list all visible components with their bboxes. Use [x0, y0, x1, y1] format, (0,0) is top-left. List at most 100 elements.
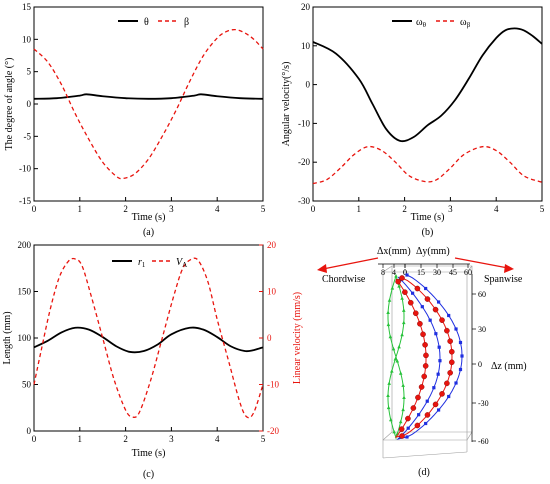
trajectory-green-marker — [387, 298, 392, 302]
trajectory-blue-marker — [417, 413, 421, 417]
trajectory-red-marker — [399, 275, 405, 281]
x-tick-label-a: 2 — [123, 204, 128, 214]
trajectory-red-marker — [399, 433, 405, 439]
trajectory-green-marker — [386, 405, 391, 410]
series-line-b-0 — [312, 27, 543, 143]
trajectory-green-marker — [400, 296, 404, 300]
x-tick-label-c: 2 — [123, 434, 128, 444]
trajectory-green-marker — [392, 429, 396, 434]
legend-c: r1 VA — [112, 257, 187, 269]
series-line-a-0 — [33, 93, 264, 100]
trajectory-blue-marker — [425, 399, 429, 403]
y-tick-label-a: 15 — [22, 2, 32, 12]
y-right-tick-label-c: -20 — [267, 426, 279, 436]
x-tick-label-b: 0 — [311, 204, 316, 214]
trajectory-blue-marker — [420, 305, 424, 309]
trajectory-green-marker — [388, 334, 393, 339]
trajectory-green-marker — [389, 417, 393, 422]
trajectory-green-marker — [393, 357, 398, 361]
panel-label-b: (b) — [422, 227, 434, 238]
legend-b: ωθ ωβ — [392, 17, 471, 29]
trajectory-red-marker — [417, 320, 423, 327]
trajectory-red-marker — [415, 394, 421, 401]
trajectory-blue-marker — [428, 318, 432, 322]
series-line-c-1 — [33, 257, 264, 419]
x-tick-label-a: 1 — [78, 204, 83, 214]
trajectory-red-marker — [432, 401, 439, 408]
trajectory-red-marker — [448, 359, 455, 366]
trajectory-green-marker — [398, 419, 403, 424]
trajectory-green-marker — [386, 322, 391, 327]
dy-axis-label: Δy(mm) — [416, 246, 450, 257]
trajectory-green-marker — [387, 381, 391, 385]
chordwise-label: Chordwise — [322, 274, 366, 285]
trajectory-green-marker — [400, 332, 404, 337]
trajectory-blue-marker — [460, 354, 464, 358]
chart-panel-b: 0 1 2 3 4 5 -30 -20 -10 0 10 20 ωθ ωβ Time (s) Ang… — [281, 2, 545, 238]
d-axis-lines — [378, 263, 473, 442]
trajectory-blue-marker — [436, 408, 441, 412]
y-tick-label-b: 20 — [301, 2, 311, 12]
trajectory-blue-marker — [454, 327, 458, 331]
y-axis-label-a: The degree of angle (°) — [4, 58, 15, 151]
trajectory-blue-marker — [434, 332, 438, 336]
trajectory-red-marker — [423, 352, 429, 359]
dz-tick-label: 0 — [478, 360, 482, 369]
trajectory-red-marker — [424, 412, 431, 418]
trajectory-red-marker — [422, 363, 429, 369]
x-axis-label-c: Time (s) — [132, 448, 166, 459]
trajectory-blue-marker — [436, 300, 441, 304]
trajectory-blue-marker — [405, 273, 409, 277]
panel-label-d: (d) — [418, 467, 430, 478]
trajectory-red-marker — [444, 380, 450, 387]
trajectory-green-marker — [401, 320, 406, 325]
y-tick-label-b: -30 — [298, 196, 310, 206]
dx-tick-label: 0 — [403, 268, 407, 277]
trajectory-red-marker — [405, 415, 411, 422]
dx-tick-label: 4 — [392, 268, 396, 277]
series-line-a-1 — [33, 28, 264, 180]
chart-panel-d: Chordwise Spanwise Δx(mm) Δy(mm) Δz (mm)… — [317, 246, 527, 478]
dx-axis-label: Δx(mm) — [377, 246, 411, 257]
legend-b-omega-beta: ωβ — [460, 17, 471, 29]
y-right-tick-label-c: 20 — [267, 240, 277, 250]
trajectory-red-marker — [444, 327, 450, 334]
y-right-tick-label-c: -10 — [267, 380, 279, 390]
y-tick-label-c: 150 — [18, 287, 32, 297]
dy-tick-label: 45 — [449, 268, 457, 277]
trajectory-blue-marker — [436, 372, 440, 376]
legend-c-r1: r1 — [138, 257, 146, 269]
spanwise-label: Spanwise — [484, 274, 523, 285]
trajectory-blue-marker — [432, 386, 436, 390]
x-tick-label-a: 3 — [169, 204, 174, 214]
trajectory-red-marker — [414, 422, 421, 429]
x-tick-label-b: 2 — [402, 204, 407, 214]
plot-frame-a — [33, 6, 264, 202]
trajectory-blue-marker — [424, 286, 428, 291]
y-tick-label-b: 10 — [301, 41, 311, 51]
trajectory-green-marker — [398, 371, 403, 375]
trajectory-red-line — [394, 277, 453, 438]
series-line-c-0 — [33, 326, 264, 354]
panel-label-c: (c) — [143, 469, 154, 480]
trajectory-red-marker — [414, 285, 421, 292]
trajectory-red-marker — [422, 342, 428, 348]
dz-axis-label: Δz (mm) — [491, 361, 527, 372]
trajectory-red-marker — [432, 306, 439, 313]
dy-tick-label: 0 — [403, 268, 407, 277]
trajectory-blue-marker — [458, 340, 463, 345]
trajectory-red-marker — [447, 338, 453, 345]
spanwise-arrow — [454, 257, 514, 273]
dz-tick-label: -30 — [478, 399, 489, 408]
trajectory-red-marker — [424, 296, 431, 302]
series-line-b-1 — [312, 145, 543, 185]
plot-frame-b — [312, 6, 543, 202]
x-tick-label-b: 5 — [540, 204, 545, 214]
trajectory-blue-marker — [437, 345, 441, 349]
trajectory-red-marker — [395, 278, 401, 285]
trajectory-red-marker — [418, 384, 425, 390]
trajectory-green-marker — [397, 344, 401, 349]
chart-panel-a: 0 1 2 3 4 5 -15 -10 -5 0 5 10 15 θ β Time (s) The d… — [4, 2, 266, 238]
y-axis-label-b: Angular velocity(°/s) — [281, 62, 292, 147]
dx-tick-label: 8 — [381, 268, 385, 277]
